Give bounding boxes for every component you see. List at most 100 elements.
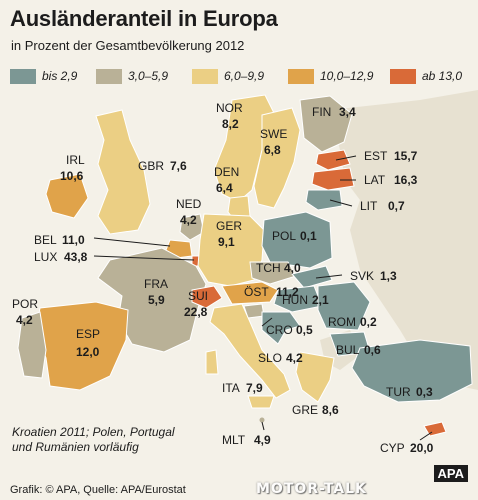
label-lux-value: 43,8 (64, 250, 88, 264)
watermark: MOTOR-TALK (256, 481, 367, 497)
label-ned-code: NED (176, 197, 202, 211)
label-sui-value: 22,8 (184, 305, 208, 319)
legend-label: bis 2,9 (42, 69, 78, 83)
country-cyp[interactable] (423, 421, 447, 437)
label-tch-code: TCH (256, 261, 281, 275)
country-hun[interactable] (273, 285, 323, 313)
label-fra-code: FRA (144, 277, 168, 291)
country-lat[interactable] (311, 167, 355, 191)
label-hun-code: HUN (282, 293, 308, 307)
legend-label: 3,0–5,9 (128, 69, 169, 83)
label-irl-code: IRL (66, 153, 85, 167)
legend-item-10-0-12-9: 10,0–12,9 (288, 66, 373, 86)
label-gbr-value: 7,6 (170, 159, 187, 173)
country-swe[interactable] (253, 107, 301, 209)
label-por-code: POR (12, 297, 38, 311)
europe-map: NOR 8,2 FIN 3,4 SWE 6,8 EST 15,7 LAT 16,… (12, 90, 478, 455)
label-cro-value: 0,5 (296, 323, 313, 337)
legend-item-6-0-9-9: 6,0–9,9 (192, 66, 264, 86)
label-swe-value: 6,8 (264, 143, 281, 157)
country-irl[interactable] (45, 173, 89, 219)
label-rom-value: 0,2 (360, 315, 377, 329)
country-sui[interactable] (191, 285, 223, 309)
label-tch-value: 4,0 (284, 261, 301, 275)
country-svk[interactable] (291, 265, 333, 289)
legend-item-3-0-5-9: 3,0–5,9 (96, 66, 168, 86)
label-esp-code: ESP (76, 327, 100, 341)
country-ger[interactable] (197, 213, 265, 287)
label-cro-code: CRO (266, 323, 293, 337)
label-ost-value: 11,2 (276, 285, 299, 299)
country-rom[interactable] (317, 281, 371, 331)
footnote: Kroatien 2011; Polen, Portugal und Rumän… (12, 425, 175, 455)
label-gre-value: 8,6 (322, 403, 339, 417)
legend-label: 6,0–9,9 (224, 69, 265, 83)
apa-logo: APA (433, 465, 468, 482)
country-tch[interactable] (249, 261, 297, 285)
label-slo-value: 4,2 (286, 351, 303, 365)
label-bel-value: 11,0 (62, 233, 85, 247)
country-mlt[interactable] (259, 417, 265, 423)
legend-swatch (390, 68, 416, 84)
country-fin[interactable] (299, 95, 353, 153)
label-rom-code: ROM (328, 315, 356, 329)
label-nor-code: NOR (216, 101, 243, 115)
country-ita-sicily (247, 395, 275, 409)
leader-lines (93, 155, 433, 441)
leader-line-lux (93, 255, 195, 261)
leader-line-mlt (261, 421, 265, 431)
legend-swatch (192, 68, 218, 84)
label-ger-code: GER (216, 219, 242, 233)
legend-label: 10,0–12,9 (320, 69, 374, 83)
leader-line-cro (261, 317, 273, 327)
legend-item-ab-13-0: ab 13,0 (390, 66, 462, 86)
country-ita-sardinia (205, 349, 219, 375)
country-tur[interactable] (351, 339, 473, 403)
label-est-value: 15,7 (394, 149, 418, 163)
country-cro[interactable] (261, 311, 301, 345)
legend-swatch (10, 68, 36, 84)
label-por-value: 4,2 (16, 313, 33, 327)
label-ita-code: ITA (222, 381, 240, 395)
label-lat-code: LAT (364, 173, 386, 187)
country-pol[interactable] (261, 211, 333, 269)
label-bel-code: BEL (34, 233, 57, 247)
source-credit: Grafik: © APA, Quelle: APA/Eurostat (10, 484, 186, 496)
country-est[interactable] (315, 149, 351, 171)
label-fra-value: 5,9 (148, 293, 165, 307)
label-gbr-code: GBR (138, 159, 164, 173)
leader-line-bel (93, 237, 171, 247)
label-pol-value: 0,1 (300, 229, 317, 243)
label-fin-value: 3,4 (339, 105, 356, 119)
leader-line-svk (315, 274, 343, 279)
leader-line-lit (329, 199, 353, 207)
footnote-line: Kroatien 2011; Polen, Portugal (12, 425, 175, 439)
label-den-value: 6,4 (216, 181, 233, 195)
country-ost[interactable] (221, 281, 279, 305)
country-por[interactable] (17, 311, 47, 379)
label-lux-code: LUX (34, 250, 57, 264)
label-den-code: DEN (214, 165, 239, 179)
label-svk-value: 1,3 (380, 269, 397, 283)
label-cyp-value: 20,0 (410, 441, 434, 455)
country-gre[interactable] (295, 351, 335, 403)
label-svk-code: SVK (350, 269, 374, 283)
legend-swatch (96, 68, 122, 84)
label-slo-code: SLO (258, 351, 282, 365)
footnote-line: und Rumänien vorläufig (12, 440, 139, 454)
country-lit[interactable] (305, 189, 343, 211)
legend-label: ab 13,0 (422, 69, 463, 83)
country-ned[interactable] (179, 213, 205, 241)
leader-line-cyp (419, 431, 433, 441)
label-bul-code: BUL (336, 343, 360, 357)
country-ita[interactable] (209, 303, 291, 399)
leader-line-est (335, 155, 357, 161)
label-est-code: EST (364, 149, 388, 163)
country-gbr[interactable] (95, 109, 151, 235)
label-pol-code: POL (272, 229, 296, 243)
subtitle: in Prozent der Gesamtbevölkerung 2012 (11, 38, 245, 53)
label-ned-value: 4,2 (180, 213, 197, 227)
non-eu-land-east (330, 90, 478, 390)
label-hun-value: 2,1 (312, 293, 329, 307)
